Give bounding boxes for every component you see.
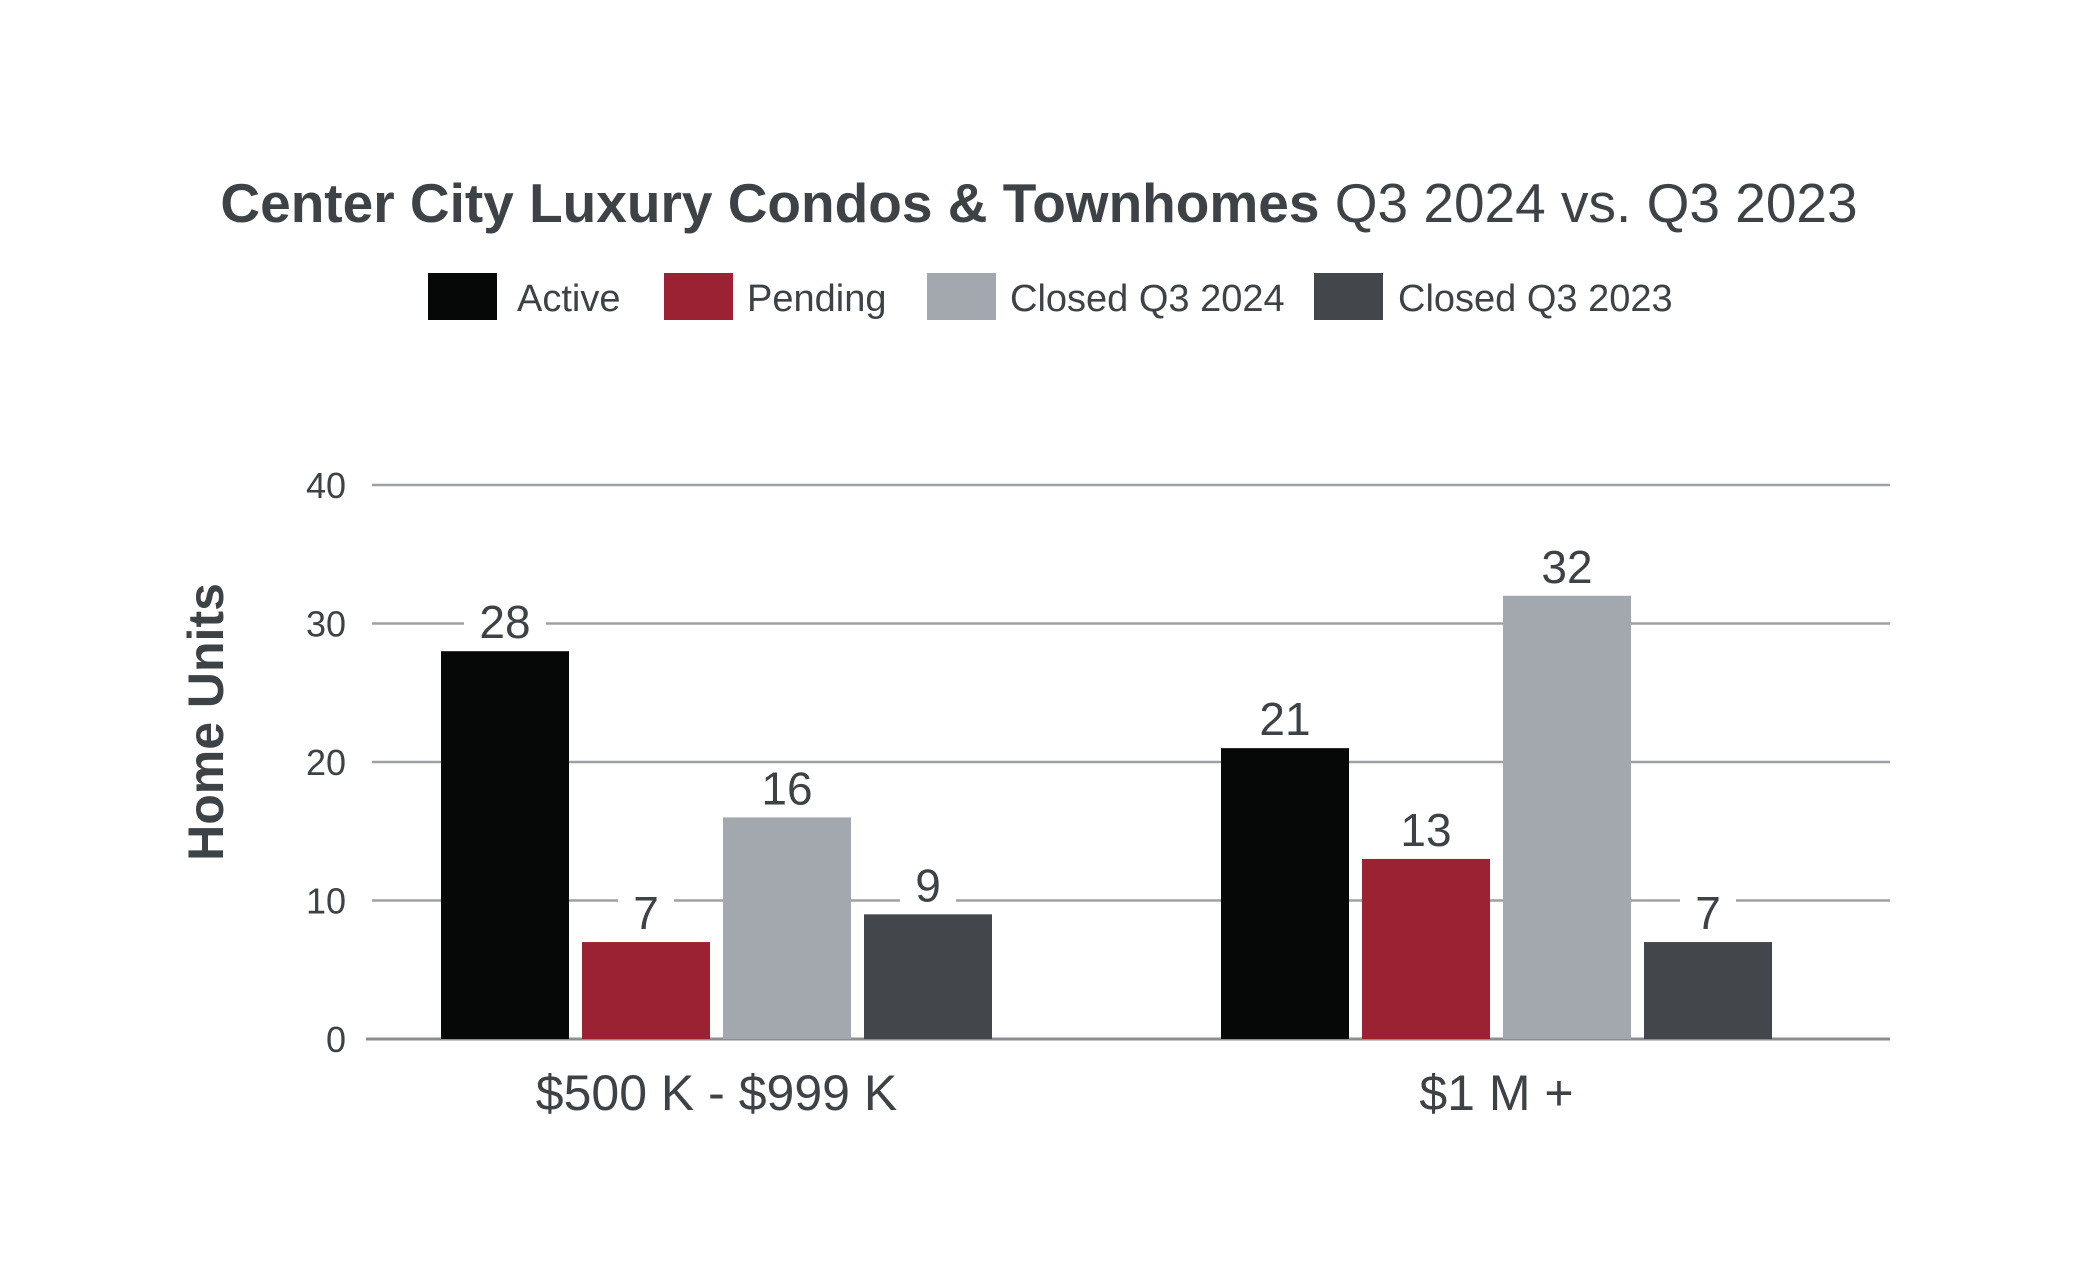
y-tick-label-0: 0 [326, 1019, 346, 1060]
data-label-bg [1385, 807, 1467, 854]
bar-closed-q3-2023 [864, 914, 992, 1039]
bar-closed-q3-2024 [1503, 595, 1631, 1039]
bar-closed-q3-2024 [723, 817, 851, 1039]
y-tick-label-10: 10 [306, 881, 346, 922]
legend-swatch-closed-q3-2024 [927, 273, 996, 320]
bar-active [1221, 748, 1349, 1039]
data-label-bg [1526, 544, 1608, 591]
bar-pending [1362, 858, 1490, 1039]
data-label-bg [1244, 697, 1326, 744]
data-label-closed-q3-2024: 16 [761, 762, 812, 814]
data-label-closed-q3-2023: 9 [915, 859, 941, 911]
y-tick-label-20: 20 [306, 742, 346, 783]
bar-pending [582, 942, 710, 1039]
chart-title-bold: Center City Luxury Condos & Townhomes [220, 172, 1319, 234]
data-label-pending: 13 [1400, 804, 1451, 856]
data-label-bg [618, 891, 674, 938]
data-label-active: 21 [1259, 693, 1310, 745]
legend-label-closed-q3-2024: Closed Q3 2024 [1010, 278, 1285, 320]
legend-label-pending: Pending [747, 278, 886, 320]
legend-swatch-closed-q3-2023 [1314, 273, 1383, 320]
data-labels: 28 7 16 9 21 13 32 7 [464, 541, 1736, 939]
x-axis-ticks: $500 K - $999 K $1 M + [536, 1065, 1574, 1121]
chart-title: Center City Luxury Condos & Townhomes Q3… [220, 172, 1857, 234]
x-tick-label: $500 K - $999 K [536, 1065, 897, 1121]
y-axis-ticks: 0 10 20 30 40 [306, 465, 346, 1060]
bar-closed-q3-2023 [1644, 942, 1772, 1039]
y-tick-label-30: 30 [306, 604, 346, 645]
y-axis-label: Home Units [178, 583, 234, 861]
legend-label-closed-q3-2023: Closed Q3 2023 [1398, 278, 1673, 320]
data-label-closed-q3-2023: 7 [1695, 887, 1721, 939]
data-label-bg [464, 600, 546, 647]
chart-title-regular: Q3 2024 vs. Q3 2023 [1319, 172, 1857, 234]
x-tick-label: $1 M + [1419, 1065, 1573, 1121]
bar-active [441, 651, 569, 1039]
y-tick-label-40: 40 [306, 465, 346, 506]
data-label-active: 28 [479, 596, 530, 648]
legend-label-active: Active [517, 278, 620, 320]
data-label-bg [1680, 891, 1736, 938]
legend-swatch-pending [664, 273, 733, 320]
bars [441, 595, 1772, 1039]
data-label-bg [746, 766, 828, 813]
data-label-closed-q3-2024: 32 [1541, 541, 1592, 593]
legend-swatch-active [428, 273, 497, 320]
data-label-bg [900, 863, 956, 910]
data-label-pending: 7 [633, 887, 659, 939]
legend: Active Pending Closed Q3 2024 Closed Q3 202… [428, 273, 1673, 320]
